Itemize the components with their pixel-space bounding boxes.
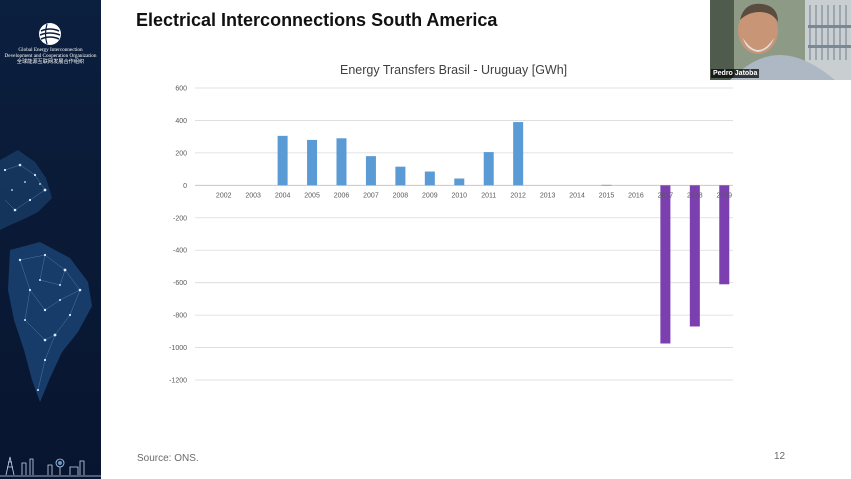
slide-number: 12 [774,451,786,462]
x-tick-label: 2003 [245,192,261,199]
bar-2008 [395,166,406,186]
x-tick-label: 2006 [334,192,350,199]
x-tick-label: 2013 [540,192,556,199]
speaker-video-feed: Pedro Jatoba [710,0,851,80]
y-tick-label: -200 [173,215,187,222]
bar-2011 [483,152,494,186]
y-tick-label: 600 [175,86,187,93]
x-tick-label: 2004 [275,192,291,199]
x-tick-label: 2011 [481,192,496,199]
x-tick-label: 2017 [658,192,674,199]
x-tick-label: 2018 [687,192,703,199]
energy-transfer-bar-chart: 600 400 200 0 -200 -400 -600 -800 -1000 -1200 200… [169,86,733,385]
source-note: Source: ONS. [137,453,199,464]
americas-map-image [0,150,92,402]
y-tick-label: -800 [173,313,187,320]
bar-2015 [601,184,612,186]
bar-2005 [307,139,318,186]
y-tick-label: -400 [173,248,187,255]
organization-logo [39,23,61,45]
chart-x-axis-labels: 2002 2003 2004 2005 2006 2007 2008 2009 2010 2011… [216,192,732,199]
energy-icons-strip [0,456,101,477]
y-tick-label: -600 [173,280,187,287]
bar-2009 [424,171,435,186]
y-tick-label: -1000 [169,345,187,352]
chart-gridlines [195,87,733,381]
bar-2007 [365,156,376,186]
organization-name-line2: Development and Cooperation Organization [4,53,97,59]
y-tick-label: 200 [175,150,187,157]
y-tick-label: -1200 [169,378,187,385]
x-tick-label: 2005 [304,192,320,199]
organization-name: Global Energy Interconnection Developmen… [0,47,101,65]
x-tick-label: 2008 [393,192,409,199]
x-tick-label: 2014 [569,192,585,199]
speaker-name-label: Pedro Jatoba [711,69,760,78]
x-tick-label: 2016 [628,192,644,199]
speaker-video-image [710,0,851,80]
x-tick-label: 2019 [716,192,732,199]
y-tick-label: 0 [183,183,187,190]
organization-name-line1: Global Energy Interconnection [18,47,83,53]
x-tick-label: 2010 [451,192,467,199]
sidebar-panel: Global Energy Interconnection Developmen… [0,0,101,479]
bar-2012 [513,122,524,186]
chart-bars [277,122,730,344]
bar-2010 [454,178,465,186]
x-tick-label: 2009 [422,192,438,199]
bar-2004 [277,135,288,186]
chart-y-axis-labels: 600 400 200 0 -200 -400 -600 -800 -1000 -1200 [169,86,187,385]
slide-title: Electrical Interconnections South Americ… [136,10,498,30]
chart-title: Energy Transfers Brasil - Uruguay [GWh] [340,63,568,77]
x-tick-label: 2015 [599,192,615,199]
bar-2006 [336,138,347,186]
bar-2017 [660,185,671,344]
bar-2018 [689,185,700,327]
x-tick-label: 2002 [216,192,232,199]
x-tick-label: 2012 [510,192,526,199]
x-tick-label: 2007 [363,192,379,199]
bar-2019 [719,185,730,285]
organization-name-chinese: 全球能源互联网发展合作组织 [16,59,85,65]
y-tick-label: 400 [175,118,187,125]
